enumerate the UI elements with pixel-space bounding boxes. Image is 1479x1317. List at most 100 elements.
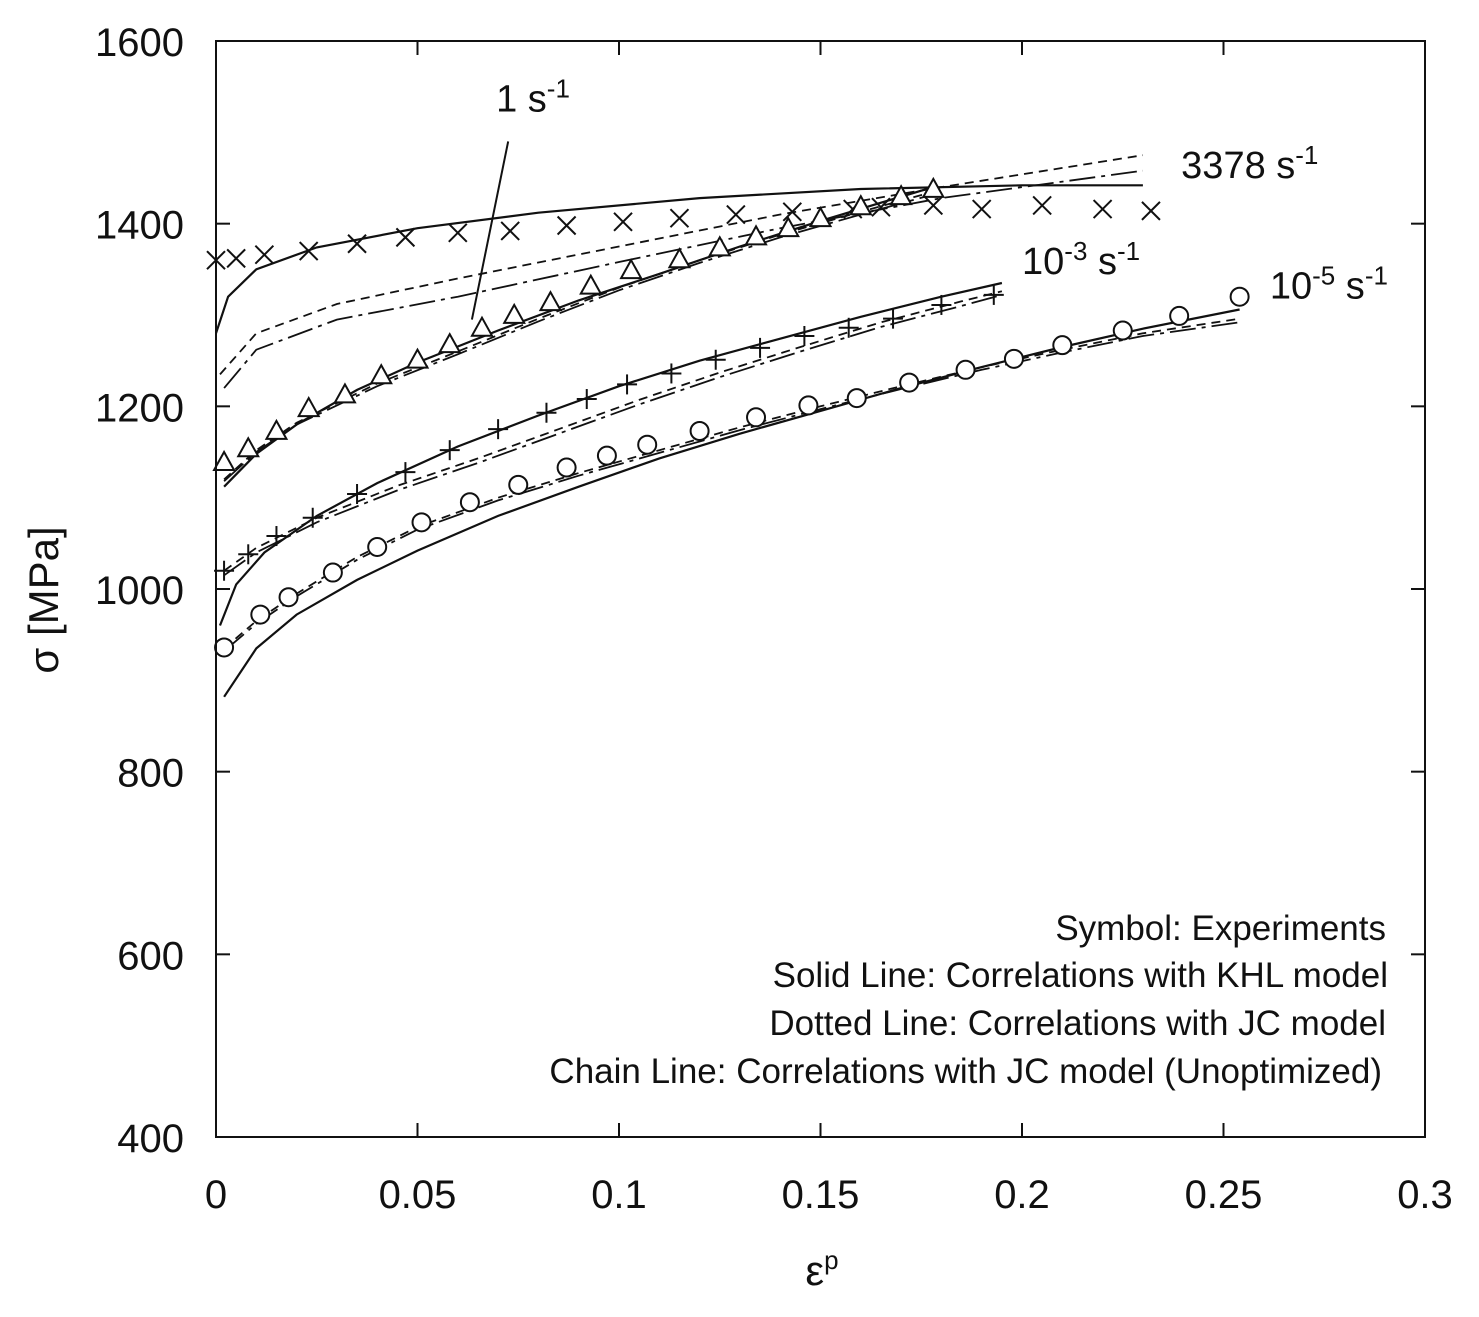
experiment-point-triangle	[470, 315, 494, 337]
experiment-point-plus	[238, 544, 259, 565]
experiment-point-triangle	[502, 302, 526, 324]
experiment-point-plus	[488, 419, 509, 440]
y-tick-label: 1400	[95, 204, 184, 248]
experiment-point-plus	[883, 308, 904, 329]
experiment-point-x	[971, 199, 992, 219]
experiment-point-triangle	[212, 449, 236, 471]
rate-label-superscript: -1	[547, 73, 570, 103]
x-axis-label: εp	[805, 1245, 838, 1294]
experiment-point-circle	[746, 407, 767, 428]
jc-unoptimized-curve	[223, 294, 1003, 577]
experiment-point-circle	[411, 512, 432, 533]
experiment-point-x	[298, 241, 319, 261]
x-tick-label: 0.3	[1397, 1173, 1453, 1217]
jc-curve	[223, 290, 1003, 572]
experiment-point-plus	[794, 326, 815, 347]
experiment-point-circle	[214, 637, 235, 658]
experiment-point-x	[448, 223, 468, 243]
experiment-point-plus	[838, 317, 859, 338]
marker-stroke	[923, 195, 944, 216]
experiment-point-triangle	[369, 363, 393, 385]
tick-labels: 0 0.05 0.1 0.15 0.2 0.25 0.3 400 600 800 1000 1200 1…	[95, 21, 1453, 1217]
strain-rate-label: 10-3 s-1	[1022, 236, 1140, 283]
marker-stroke	[347, 234, 367, 254]
experiment-point-x	[226, 248, 246, 269]
experiment-point-x	[782, 202, 802, 222]
y-tick-label: 800	[117, 752, 184, 796]
rate-label-base: 10	[1270, 266, 1312, 308]
experiment-point-circle	[322, 562, 343, 583]
experiment-point-circle	[798, 395, 819, 416]
experiment-point-plus	[439, 440, 460, 461]
marker-stroke	[1032, 195, 1052, 216]
experiment-point-plus	[347, 484, 368, 505]
experiment-point-triangle	[333, 382, 357, 404]
rate-label-base: 3378 s	[1181, 145, 1295, 187]
legend-line-dotted: Dotted Line: Correlations with JC model	[769, 1004, 1386, 1043]
experiment-point-circle	[1169, 305, 1190, 326]
experiment-point-plus	[395, 462, 416, 483]
experiment-point-circle	[899, 372, 920, 393]
experiment-point-triangle	[264, 418, 289, 440]
experiment-point-triangle	[744, 224, 768, 246]
experiment-point-circle	[955, 359, 976, 380]
marker-stroke	[971, 199, 992, 219]
experiment-point-x	[395, 227, 416, 248]
jc-unoptimized-curve	[223, 169, 1144, 389]
experiment-point-plus	[302, 507, 323, 528]
experiment-point-x	[871, 197, 891, 217]
marker-stroke	[500, 221, 520, 241]
legend-line-chain: Chain Line: Correlations with JC model (…	[549, 1052, 1382, 1091]
rate-label-unit: s	[1335, 266, 1365, 308]
x-axis-label-sup: p	[824, 1245, 838, 1275]
x-tick-label: 0.15	[782, 1173, 860, 1217]
experiment-point-triangle	[579, 273, 603, 295]
experiment-point-triangle	[405, 347, 430, 369]
experiment-point-triangle	[889, 184, 913, 206]
experiment-point-plus	[266, 526, 287, 547]
curve-labels: 3378 s-11 s-110-3 s-110-5 s-1	[470, 73, 1388, 320]
rate-label-leader-line	[470, 141, 510, 320]
experiment-point-circle	[278, 587, 299, 608]
marker-stroke	[395, 227, 416, 248]
experiment-point-circle	[459, 492, 480, 513]
y-tick-label: 1600	[95, 21, 184, 65]
x-tick-label: 0	[205, 1173, 227, 1217]
khl-curve	[218, 281, 1003, 626]
experiment-point-triangle	[921, 176, 946, 198]
experiment-point-plus	[750, 337, 771, 358]
experiment-point-circle	[689, 420, 710, 441]
x-tick-label: 0.25	[1185, 1173, 1263, 1217]
experiment-point-x	[1032, 195, 1052, 216]
plot-frame	[215, 40, 1426, 1138]
rate-label-base: 1 s	[496, 78, 547, 120]
experiment-point-x	[556, 215, 577, 236]
y-tick-label: 600	[117, 934, 184, 978]
experiment-point-x	[726, 204, 746, 225]
experiment-point-circle	[596, 445, 617, 466]
marker-stroke	[613, 212, 633, 232]
experiment-point-circle	[367, 536, 388, 557]
experiment-point-plus	[983, 284, 1004, 305]
experiment-point-circle	[1112, 320, 1133, 341]
experiment-point-x	[923, 195, 944, 216]
marker-stroke	[726, 204, 746, 225]
rate-label-superscript: -1	[1117, 236, 1140, 266]
khl-curve	[223, 186, 934, 488]
marker-stroke	[556, 215, 577, 236]
y-tick-label: 1200	[95, 386, 184, 430]
experiment-point-plus	[536, 402, 557, 423]
legend-line-symbol: Symbol: Experiments	[1055, 909, 1386, 948]
experiment-point-plus	[705, 349, 726, 370]
strain-rate-label: 10-5 s-1	[1270, 261, 1388, 308]
experiment-point-circle	[556, 457, 577, 478]
experiment-point-plus	[576, 389, 597, 410]
rate-label-base: 10	[1022, 241, 1064, 283]
experiment-point-x	[1092, 199, 1113, 219]
y-axis-label: σ [MPa]	[20, 526, 67, 673]
experiment-point-triangle	[667, 247, 692, 269]
experiment-point-x	[1141, 201, 1161, 221]
experiment-point-circle	[637, 434, 658, 455]
